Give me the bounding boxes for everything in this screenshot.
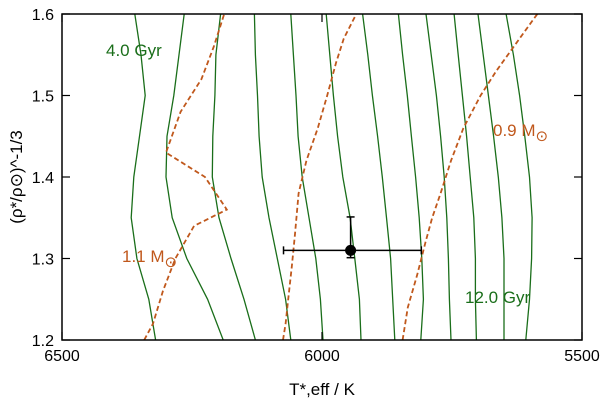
y-axis-label: (ρ*/ρ⊙)^-1/3: [7, 130, 26, 224]
y-tick-label: 1.3: [32, 252, 54, 269]
x-tick-label: 6000: [304, 348, 340, 365]
y-tick-label: 1.6: [32, 7, 54, 24]
x-tick-label: 6500: [44, 348, 80, 365]
y-tick-label: 1.2: [32, 333, 54, 350]
isochrone-9: [453, 14, 478, 340]
ticks-layer: 6500 6000 5500 1.2 1.3 1.4 1.5 1.6: [32, 7, 600, 365]
annotation-1.1-msun-text: 1.1 M: [122, 247, 165, 266]
mass-track-0: [143, 14, 229, 340]
annotation-0.9-msun-text: 0.9 M: [493, 121, 536, 140]
annotation-0.9-msun: 0.9 M⊙: [493, 121, 548, 145]
isochrone-8: [425, 14, 452, 340]
y-tick-label: 1.5: [32, 89, 54, 106]
isochrone-4: [290, 14, 324, 340]
data-point: [345, 244, 357, 256]
annotation-12gyr: 12.0 Gyr: [465, 288, 531, 307]
annotation-1.1-msun: 1.1 M⊙: [122, 247, 177, 271]
isochrone-10: [477, 14, 505, 340]
error-bar-layer: [282, 216, 423, 259]
curves-layer: [130, 14, 539, 340]
isochrone-7: [397, 14, 425, 340]
isochrone-11: [505, 14, 533, 340]
y-tick-label: 1.4: [32, 170, 54, 187]
sun-symbol: ⊙: [165, 254, 178, 271]
x-tick-label: 5500: [564, 348, 600, 365]
sun-symbol: ⊙: [536, 128, 549, 145]
mass-track-1: [282, 14, 358, 340]
mass-track-2: [401, 14, 539, 340]
isochrone-3: [253, 14, 292, 340]
isochrone-5: [325, 14, 362, 340]
isochrone-2: [211, 14, 257, 340]
isochrone-0: [130, 14, 157, 340]
isochrone-1: [165, 14, 224, 340]
x-axis-label: T*,eff / K: [289, 380, 355, 399]
annotation-4gyr: 4.0 Gyr: [106, 41, 162, 60]
isochrone-6: [361, 14, 396, 340]
